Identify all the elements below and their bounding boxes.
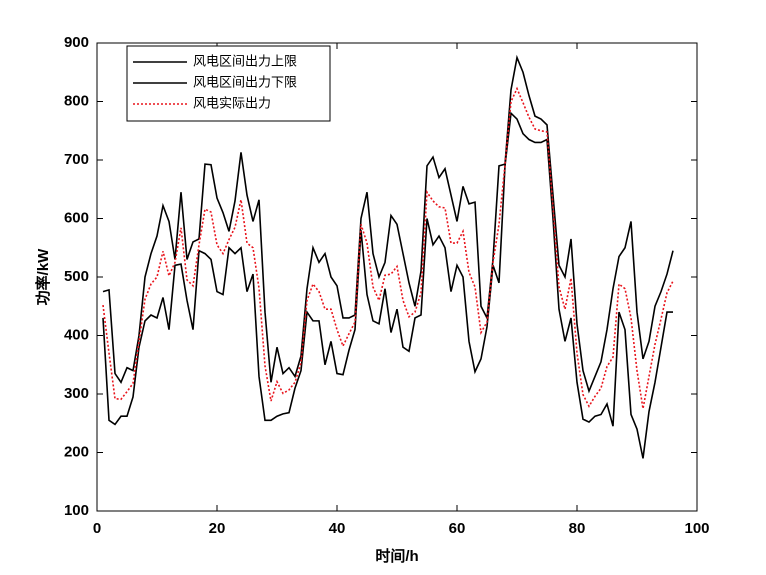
x-tick-label: 40 — [329, 520, 346, 537]
y-tick-label: 300 — [64, 385, 89, 402]
x-tick-label: 60 — [449, 520, 466, 537]
y-tick-label: 600 — [64, 209, 89, 226]
legend-label: 风电实际出力 — [193, 95, 271, 110]
series-line — [102, 111, 673, 459]
x-tick-label: 80 — [569, 520, 586, 537]
x-tick-label: 0 — [93, 520, 101, 537]
y-tick-label: 500 — [64, 268, 89, 285]
series-line — [102, 86, 674, 409]
y-tick-label: 400 — [64, 326, 89, 343]
y-axis-label: 功率/kW — [34, 248, 52, 306]
y-tick-label: 700 — [64, 151, 89, 168]
legend-label: 风电区间出力下限 — [193, 74, 297, 89]
y-tick-label: 200 — [64, 443, 89, 460]
y-tick-label: 900 — [64, 34, 89, 51]
y-tick-label: 800 — [64, 92, 89, 109]
legend-label: 风电区间出力上限 — [193, 53, 297, 68]
x-tick-label: 20 — [209, 520, 226, 537]
x-tick-label: 100 — [684, 520, 709, 537]
x-axis-label: 时间/h — [375, 547, 418, 565]
y-tick-label: 100 — [64, 502, 89, 519]
series-line — [102, 54, 674, 394]
